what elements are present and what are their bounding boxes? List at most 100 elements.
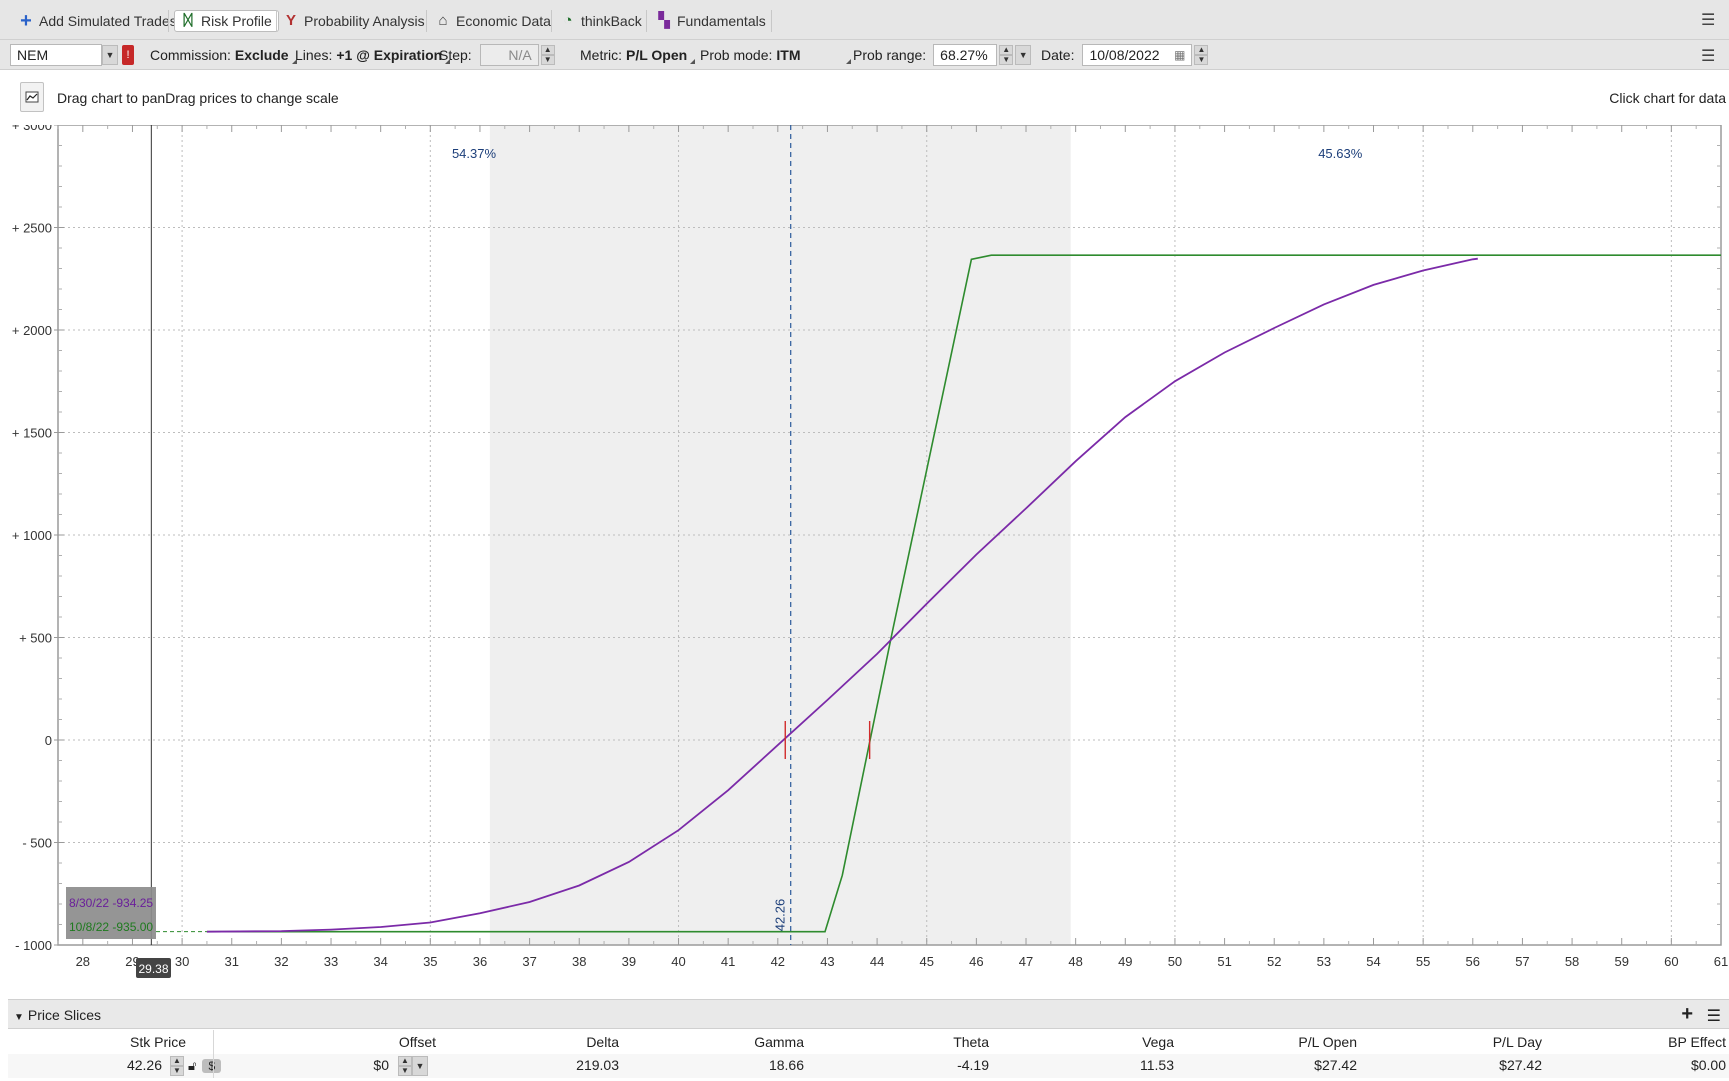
tab-probability-analysis[interactable]: Y Probability Analysis [283, 10, 425, 32]
x-tick-label: 36 [473, 954, 487, 969]
price-slices-toggle[interactable]: ▼ Price Slices [14, 1007, 101, 1023]
cursor-price-badge: 29.38 [136, 958, 171, 978]
stk-price-spinner[interactable]: ▲ ▼ [170, 1056, 184, 1076]
chart-tick-marks [54, 125, 1722, 946]
tab-risk-profile[interactable]: ᛞ Risk Profile [174, 10, 279, 32]
x-tick-label: 60 [1664, 954, 1678, 969]
lines-label: Lines: [295, 47, 333, 63]
tab-economic-data[interactable]: ⌂ Economic Data [435, 10, 551, 32]
x-tick-label: 37 [522, 954, 536, 969]
fundamentals-icon: ▚ [658, 12, 670, 29]
tab-label: Economic Data [456, 13, 551, 29]
commission-setting[interactable]: Commission: Exclude [150, 44, 297, 66]
tab-fundamentals[interactable]: ▚ Fundamentals [656, 10, 766, 32]
chevron-down-icon[interactable]: ▼ [14, 1012, 24, 1023]
x-tick-label: 33 [324, 954, 338, 969]
prob-range-setting[interactable]: Prob range: 68.27% ▲ ▼ ▼ [853, 44, 1032, 66]
x-tick-label: 34 [373, 954, 387, 969]
commission-value[interactable]: Exclude [234, 47, 289, 63]
offset-controls[interactable]: ▲ ▼ ▼ [396, 1056, 428, 1076]
metric-setting[interactable]: Metric: P/L Open [580, 44, 696, 66]
gamma-value: 18.66 [768, 1057, 804, 1073]
offset-value[interactable]: $0 [373, 1057, 389, 1073]
alert-flag-icon[interactable]: ! [122, 45, 134, 65]
lines-value[interactable]: +1 @ Expiration [336, 47, 443, 63]
chart-mode-button[interactable] [20, 82, 44, 112]
x-tick-label: 61 [1714, 954, 1728, 969]
add-price-slice-button[interactable]: + [1681, 1003, 1693, 1025]
drag-hint-text: Drag chart to panDrag prices to change s… [57, 90, 339, 106]
y-tick-label: + 2000 [12, 323, 52, 338]
date-setting[interactable]: Date: 10/08/2022 ▦ ▲ ▼ [1041, 44, 1209, 66]
col-vega: Vega [1142, 1034, 1174, 1050]
x-tick-label: 46 [969, 954, 983, 969]
prob-range-label: Prob range: [853, 47, 927, 63]
vega-value: 11.53 [1140, 1057, 1174, 1073]
x-tick-label: 53 [1317, 954, 1331, 969]
date-input[interactable]: 10/08/2022 ▦ [1082, 44, 1193, 66]
x-tick-label: 43 [820, 954, 834, 969]
lines-setting[interactable]: Lines: +1 @ Expiration [295, 44, 451, 66]
price-slices-header[interactable]: ▼ Price Slices + ☰ [8, 999, 1729, 1029]
x-tick-label: 45 [919, 954, 933, 969]
y-tick-label: + 3000 [12, 125, 52, 133]
col-stk-price: Stk Price [129, 1034, 186, 1050]
col-theta: Theta [953, 1034, 989, 1050]
y-tick-label: + 1500 [12, 426, 52, 441]
commission-label: Commission: [150, 47, 231, 63]
price-slice-row[interactable]: 42.26 ▲ ▼ 🔓︎ $ $0 ▲ ▼ ▼ 219.03 18.66 -4.19… [8, 1054, 1729, 1078]
chevron-down-icon[interactable]: ▼ [102, 45, 118, 65]
chevron-down-icon[interactable]: ▼ [1015, 45, 1032, 65]
chart-hint-bar: Drag chart to panDrag prices to change s… [0, 71, 1729, 125]
tooltip-expiration-value: 10/8/22 -935.00 [69, 920, 153, 934]
risk-profile-chart[interactable]: 28 29 30 31 32 33 34 35 36 37 38 39 40 41 42 43 44 45 46 47… [0, 125, 1729, 995]
chevron-down-icon[interactable]: ▼ [412, 1056, 428, 1076]
click-hint-text: Click chart for data [1609, 90, 1726, 106]
settings-bar: NEM ▼ ! Commission: Exclude Lines: +1 @ … [0, 40, 1729, 70]
x-tick-label: 32 [274, 954, 288, 969]
risk-profile-chart-svg[interactable]: 28 29 30 31 32 33 34 35 36 37 38 39 40 41 42 43 44 45 46 47… [0, 125, 1729, 995]
delta-value: 219.03 [576, 1057, 619, 1073]
x-tick-label: 39 [622, 954, 636, 969]
tabbar-menu-icon[interactable]: ☰ [1701, 12, 1716, 29]
tooltip-today-value: 8/30/22 -934.25 [69, 896, 153, 910]
prob-mode-value[interactable]: ITM [776, 47, 801, 63]
pl-day-value: $27.42 [1499, 1057, 1542, 1073]
x-tick-label: 56 [1466, 954, 1480, 969]
price-slices-menu-icon[interactable]: ☰ [1706, 1008, 1721, 1025]
metric-value[interactable]: P/L Open [626, 47, 688, 63]
x-tick-label: 52 [1267, 954, 1281, 969]
settings-menu-icon[interactable]: ☰ [1701, 48, 1716, 65]
prob-mode-setting[interactable]: Prob mode: ITM [700, 44, 852, 66]
symbol-selector[interactable]: NEM ▼ ! [10, 44, 134, 66]
calendar-icon[interactable]: ▦ [1174, 48, 1186, 62]
prob-range-spinner[interactable]: ▲ ▼ [999, 45, 1014, 65]
symbol-input[interactable]: NEM [10, 44, 102, 66]
col-pl-day: P/L Day [1492, 1034, 1542, 1050]
stk-price-value[interactable]: 42.26 [126, 1057, 162, 1073]
offset-spinner[interactable]: ▲ ▼ [398, 1056, 412, 1076]
x-tick-label: 51 [1217, 954, 1231, 969]
date-label: Date: [1041, 47, 1075, 63]
x-tick-label: 57 [1515, 954, 1529, 969]
prob-range-input[interactable]: 68.27% [933, 44, 998, 66]
x-tick-label: 41 [721, 954, 735, 969]
dollar-toggle[interactable]: $ [202, 1059, 222, 1073]
x-tick-label: 28 [76, 954, 90, 969]
dropdown-corner-icon [846, 59, 852, 64]
price-slices-column-headers: Stk Price Offset Delta Gamma Theta Vega … [8, 1030, 1729, 1054]
x-tick-label: 35 [423, 954, 437, 969]
clock-icon: ◔ [563, 12, 573, 29]
pl-tooltip: 8/30/22 -934.25 10/8/22 -935.00 [66, 887, 156, 939]
x-tick-label: 31 [225, 954, 239, 969]
expiration-pl-line [206, 254, 1721, 933]
tab-thinkback[interactable]: ◔ thinkBack [560, 10, 641, 32]
date-spinner[interactable]: ▲ ▼ [1194, 45, 1209, 65]
step-setting: Step: N/A ▲ ▼ [439, 44, 555, 66]
tab-add-simulated-trades[interactable]: + Add Simulated Trades [18, 10, 177, 32]
unlock-icon[interactable]: 🔓︎ [188, 1058, 197, 1073]
bank-icon: ⌂ [438, 12, 448, 29]
x-tick-label: 49 [1118, 954, 1132, 969]
stk-price-controls[interactable]: ▲ ▼ 🔓︎ $ [168, 1056, 222, 1076]
pl-open-value: $27.42 [1314, 1057, 1357, 1073]
